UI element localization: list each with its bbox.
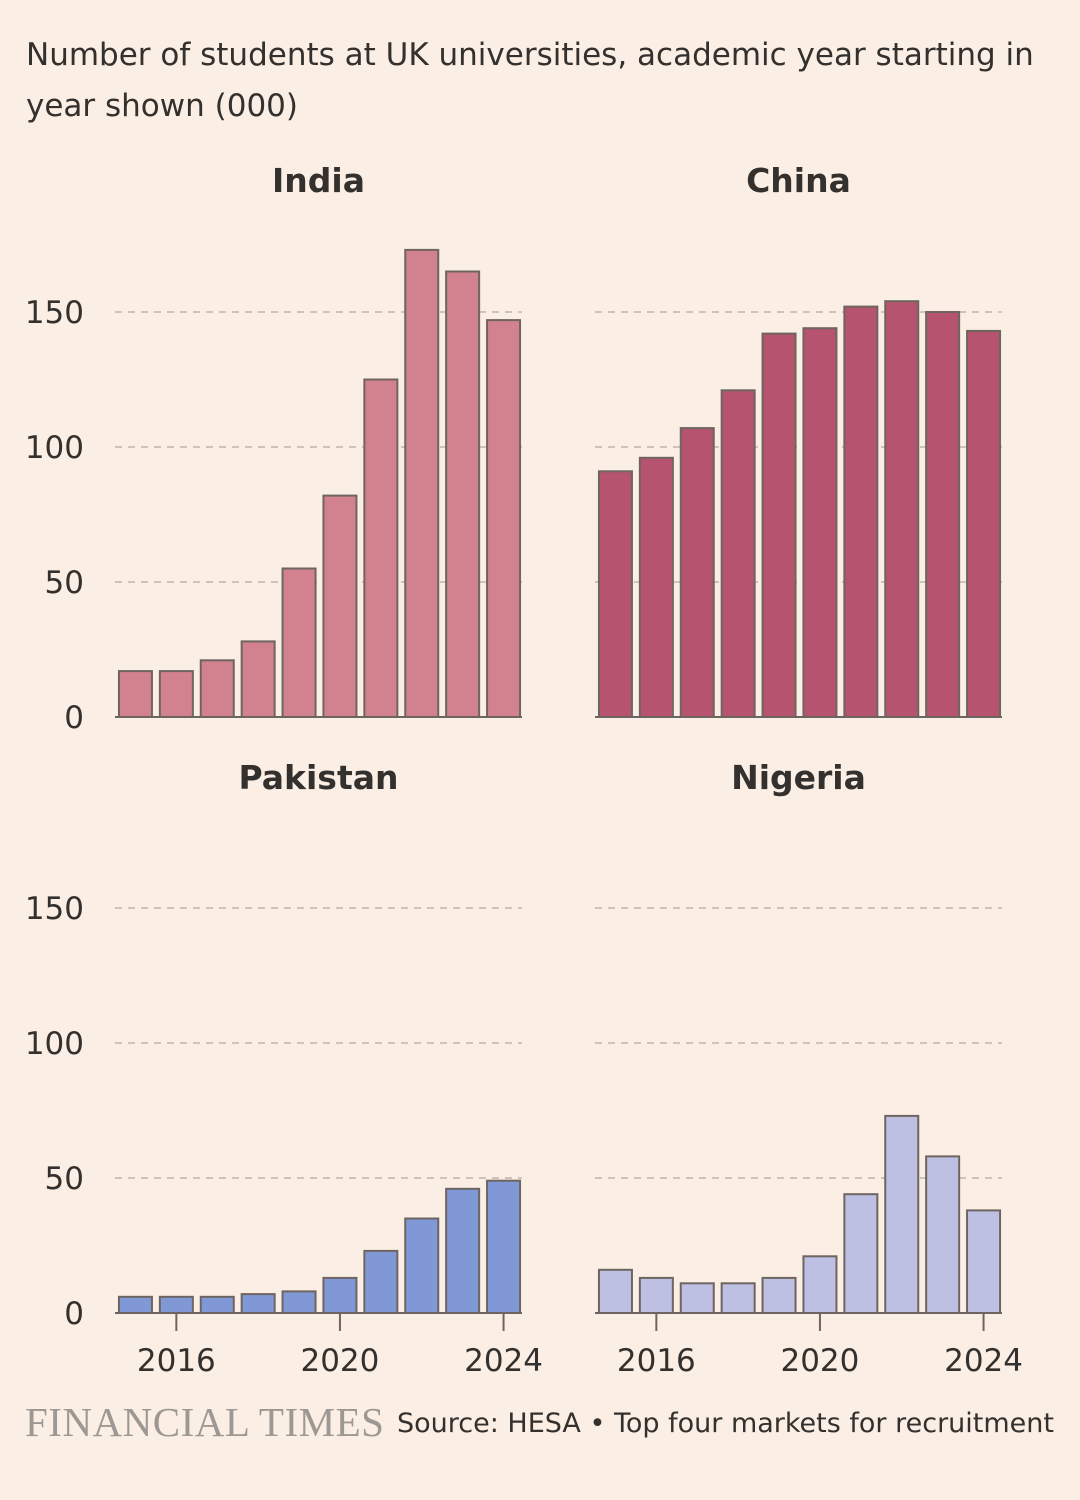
bar-china-2021 <box>843 305 879 718</box>
bar-india-2024 <box>486 319 522 718</box>
y-tick-label: 0 <box>64 1296 84 1332</box>
x-tick-label: 2020 <box>300 1343 379 1379</box>
bar-nigeria-2019 <box>761 1276 797 1315</box>
x-tick-label: 2020 <box>780 1343 859 1379</box>
bar-china-2015 <box>597 470 633 718</box>
bar-china-2017 <box>679 427 715 718</box>
panel-nigeria: Nigeria 2016 2020 2024 <box>595 758 1023 1379</box>
bar-nigeria-2022 <box>884 1114 920 1315</box>
bar-nigeria-2021 <box>843 1193 879 1314</box>
chart-subtitle: Number of students at UK universities, a… <box>26 37 1034 124</box>
bar-pakistan-2019 <box>281 1290 317 1315</box>
y-tick-label: 50 <box>45 565 84 601</box>
y-tick-label: 0 <box>64 700 84 736</box>
bar-pakistan-2023 <box>445 1187 481 1315</box>
bar-nigeria-2018 <box>720 1282 756 1315</box>
bar-pakistan-2015 <box>117 1295 153 1315</box>
bar-india-2015 <box>117 670 153 718</box>
bar-china-2022 <box>884 300 920 718</box>
bar-china-2024 <box>966 329 1002 718</box>
bar-china-2023 <box>925 311 961 718</box>
x-tick-label: 2016 <box>137 1343 216 1379</box>
bar-india-2017 <box>199 659 235 718</box>
bar-nigeria-2016 <box>638 1276 674 1315</box>
bar-india-2019 <box>281 567 317 718</box>
panel-title: Pakistan <box>238 758 398 797</box>
bar-nigeria-2023 <box>925 1155 961 1315</box>
bar-pakistan-2022 <box>404 1217 440 1314</box>
bar-pakistan-2024 <box>486 1179 522 1314</box>
bar-china-2018 <box>720 389 756 718</box>
bar-nigeria-2024 <box>966 1209 1002 1315</box>
panel-china: China <box>595 161 1002 718</box>
panel-pakistan: Pakistan 0 50 100 150 2016 2020 2024 <box>25 758 543 1379</box>
bar-india-2022 <box>404 248 440 718</box>
y-tick-label: 150 <box>25 891 84 927</box>
x-tick-label: 2024 <box>944 1343 1023 1379</box>
bar-india-2016 <box>158 670 194 718</box>
bar-nigeria-2017 <box>679 1282 715 1315</box>
bar-india-2021 <box>363 378 399 718</box>
bar-china-2020 <box>802 327 838 718</box>
x-tick-label: 2016 <box>617 1343 696 1379</box>
ft-logo: FINANCIAL TIMES <box>25 1399 385 1445</box>
y-tick-label: 150 <box>25 295 84 331</box>
panel-title: Nigeria <box>731 758 866 797</box>
panel-title: India <box>272 161 365 200</box>
bar-pakistan-2017 <box>199 1295 235 1315</box>
bar-china-2019 <box>761 332 797 718</box>
y-tick-label: 50 <box>45 1161 84 1197</box>
bar-india-2023 <box>445 270 481 718</box>
bar-india-2018 <box>240 640 276 719</box>
x-tick-label: 2024 <box>464 1343 543 1379</box>
bar-india-2020 <box>322 494 358 718</box>
bar-nigeria-2015 <box>597 1268 633 1315</box>
bar-pakistan-2018 <box>240 1293 276 1314</box>
source-note: Source: HESA • Top four markets for recr… <box>397 1408 1054 1439</box>
bar-pakistan-2020 <box>322 1276 358 1315</box>
bar-china-2016 <box>638 456 674 718</box>
panel-india: India 0 50 100 150 <box>25 161 522 736</box>
bar-nigeria-2020 <box>802 1255 838 1315</box>
y-tick-label: 100 <box>25 430 84 466</box>
bar-pakistan-2021 <box>363 1249 399 1315</box>
bar-pakistan-2016 <box>158 1295 194 1315</box>
panel-title: China <box>746 161 851 200</box>
y-tick-label: 100 <box>25 1026 84 1062</box>
